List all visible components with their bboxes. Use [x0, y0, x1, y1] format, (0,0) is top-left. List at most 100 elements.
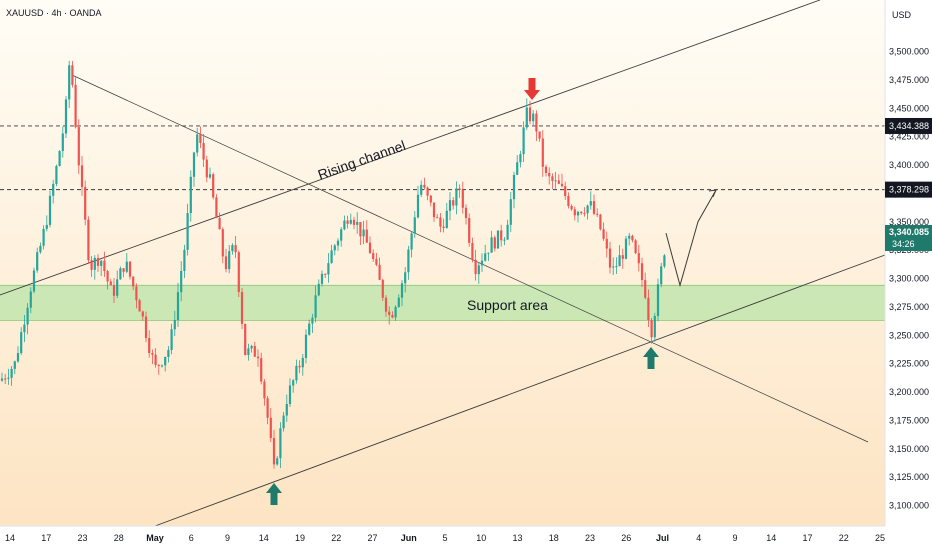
candle-body: [320, 273, 324, 284]
candle-body: [471, 242, 474, 260]
candle-body: [525, 107, 528, 128]
candle-body: [512, 174, 516, 200]
candle-body: [285, 403, 288, 416]
candle-body: [202, 143, 205, 160]
rising-channel-upper-line: [0, 0, 821, 296]
x-tick-label: 23: [585, 533, 595, 543]
candle-body: [205, 159, 208, 178]
candle-body: [461, 189, 464, 208]
candle-body: [234, 245, 237, 253]
candle-body: [135, 286, 138, 301]
x-tick-label: Jul: [656, 533, 669, 543]
candle-body: [660, 266, 663, 285]
candle-body: [266, 398, 269, 418]
candle-body: [247, 348, 250, 355]
candle-body: [496, 230, 500, 249]
candle-body: [359, 221, 362, 237]
candle-body: [477, 265, 480, 275]
y-tick-label: 3,200.000: [889, 387, 929, 397]
candle-body: [420, 184, 423, 195]
candle-body: [343, 220, 346, 230]
x-tick-label: 14: [259, 533, 269, 543]
y-tick-label: 3,400.000: [889, 160, 929, 170]
candle-body: [87, 219, 90, 261]
candle-body: [388, 311, 391, 315]
time-scale: [0, 526, 885, 550]
candle-body: [61, 133, 64, 152]
candle-body: [48, 195, 52, 225]
candle-body: [554, 180, 557, 182]
candle-body: [0, 378, 4, 381]
x-tick-label: 17: [802, 533, 812, 543]
candle-body: [429, 195, 432, 203]
candle-body: [176, 292, 180, 320]
candle-body: [519, 154, 522, 163]
candle-body: [336, 240, 340, 246]
candle-body: [503, 239, 506, 241]
candle-body: [301, 357, 304, 368]
candle-body: [80, 165, 84, 188]
candle-body: [468, 218, 471, 243]
projection-path: [665, 189, 717, 288]
candle-body: [487, 252, 490, 254]
candle-body: [384, 297, 388, 312]
candle-body: [84, 187, 87, 220]
candle-body: [52, 183, 55, 196]
candle-body: [583, 213, 586, 215]
candle-body: [378, 264, 381, 280]
candle-body: [532, 113, 535, 122]
candle-body: [560, 183, 564, 187]
candle-body: [551, 176, 554, 181]
trendlines: [0, 0, 886, 527]
y-tick-label: 3,450.000: [889, 103, 929, 113]
x-tick-label: 25: [875, 533, 885, 543]
candle-body: [55, 165, 58, 184]
candle-body: [628, 235, 631, 239]
level-badge: [885, 117, 932, 134]
candle-body: [292, 380, 295, 386]
candle-body: [621, 255, 624, 259]
candle-body: [416, 194, 420, 218]
candle-body: [231, 245, 234, 252]
candle-body: [167, 349, 170, 357]
projection-line: [665, 189, 717, 288]
price-scale: [885, 0, 932, 550]
currency-label: USD: [892, 10, 912, 20]
candle-body: [330, 250, 333, 264]
candle-body: [445, 210, 448, 228]
candle-body: [455, 188, 458, 206]
candle-body: [410, 233, 413, 250]
x-tick-label: May: [146, 533, 164, 543]
x-tick-label: 26: [621, 533, 631, 543]
x-tick-label: 27: [367, 533, 377, 543]
candle-body: [180, 270, 183, 293]
candle-body: [602, 229, 605, 239]
candle-body: [112, 285, 116, 296]
y-tick-label: 3,125.000: [889, 472, 929, 482]
candle-body: [506, 224, 509, 240]
candle-body: [208, 174, 212, 178]
candle-body: [596, 213, 599, 215]
candle-body: [106, 271, 109, 282]
x-tick-label: 22: [331, 533, 341, 543]
candle-body: [599, 214, 602, 230]
candle-body: [164, 356, 167, 366]
candle-body: [29, 291, 32, 308]
horizontal-levels: [0, 125, 885, 191]
x-tick-label: 10: [476, 533, 486, 543]
candle-body: [544, 166, 548, 173]
candle-body: [656, 284, 660, 317]
candle-body: [356, 221, 359, 225]
y-tick-label: 3,475.000: [889, 75, 929, 85]
level-badge: [885, 181, 932, 198]
candle-body: [535, 113, 538, 132]
candle-body: [333, 245, 336, 251]
chart-title: XAUUSD · 4h · OANDA: [6, 8, 102, 18]
x-tick-label: 18: [549, 533, 559, 543]
candle-body: [426, 187, 429, 196]
x-tick-label: 14: [766, 533, 776, 543]
candle-body: [212, 174, 215, 198]
candle-body: [464, 207, 468, 219]
